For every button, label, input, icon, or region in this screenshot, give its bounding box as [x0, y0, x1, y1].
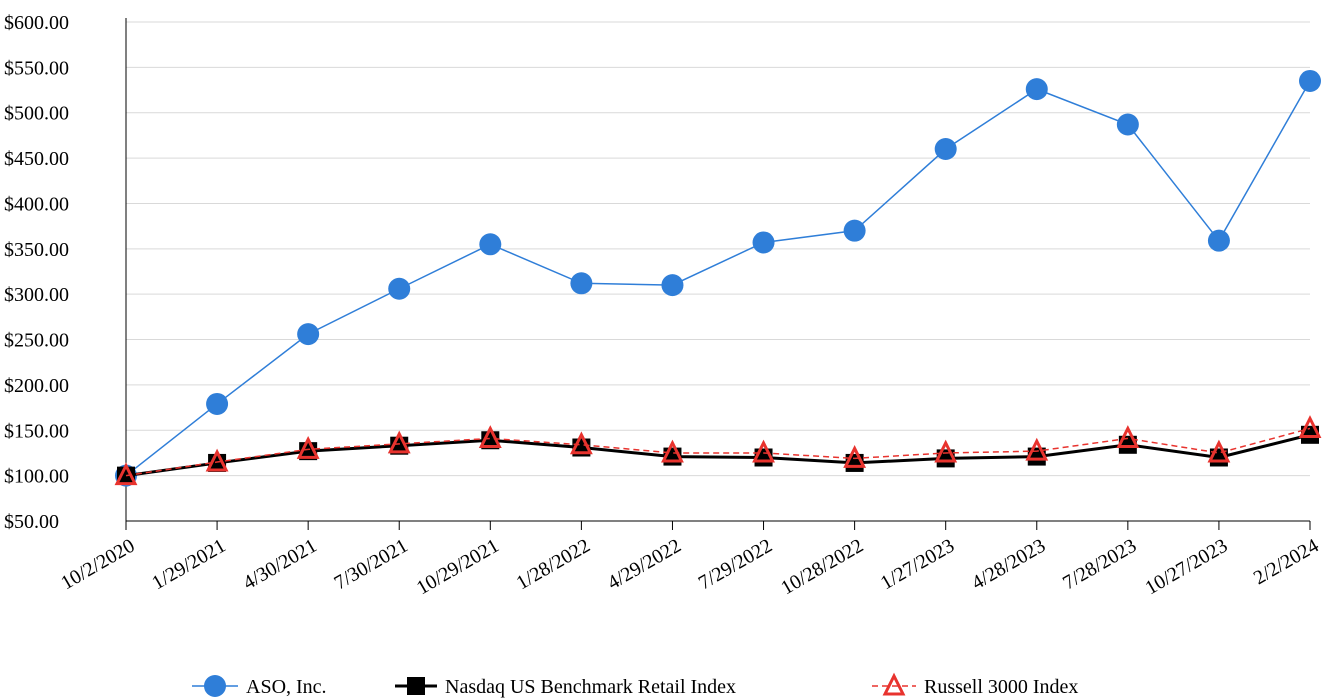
data-point: [478, 425, 502, 448]
series-0: [115, 69, 1321, 487]
data-point: [1207, 229, 1230, 252]
data-point: [661, 274, 684, 297]
data-point: [934, 439, 958, 463]
legend-marker: [407, 677, 425, 695]
x-tick-label: 2/2/2024: [1250, 535, 1323, 590]
data-point: [1298, 415, 1322, 438]
y-tick-label: $350.00: [4, 239, 69, 261]
x-tick-label: 10/28/2022: [777, 535, 867, 600]
x-axis: 10/2/2020 1/29/2021 4/30/2021 7/30/2021 10/2…: [57, 520, 1323, 600]
y-tick-label: $200.00: [4, 375, 69, 397]
data-point: [1207, 439, 1231, 463]
gridlines: [126, 21, 1310, 477]
y-tick-label: $500.00: [4, 103, 69, 125]
data-point: [934, 138, 957, 161]
y-tick-label: $50.00: [4, 511, 59, 533]
x-tick-label: 7/29/2022: [695, 535, 776, 595]
data-point: [1025, 437, 1049, 461]
data-point: [752, 439, 775, 463]
data-point: [114, 462, 138, 486]
legend-item-2: Russell 3000 Index: [872, 672, 1078, 698]
data-point: [297, 323, 320, 346]
data-point: [752, 231, 775, 254]
y-tick-label: $400.00: [4, 193, 69, 215]
x-tick-label: 10/2/2020: [57, 535, 138, 595]
legend-marker: [204, 675, 226, 697]
legend-item-0: ASO, Inc.: [192, 675, 327, 698]
y-tick-label: $450.00: [4, 148, 69, 170]
data-point: [206, 392, 229, 415]
legend-item-1: Nasdaq US Benchmark Retail Index: [395, 676, 736, 698]
data-point: [205, 448, 229, 472]
data-point: [1116, 113, 1139, 136]
data-point: [296, 435, 320, 459]
x-tick-label: 1/29/2021: [148, 535, 229, 595]
data-point: [569, 431, 593, 455]
data-point: [479, 233, 502, 256]
x-tick-label: 7/28/2023: [1059, 535, 1140, 595]
data-point: [843, 219, 866, 242]
series-2: [114, 415, 1322, 486]
series-line: [125, 427, 1311, 477]
series-line: [125, 80, 1311, 477]
data-point: [661, 439, 684, 463]
x-tick-label: 10/27/2023: [1142, 535, 1232, 600]
legend-label: ASO, Inc.: [246, 676, 327, 698]
series-line: [125, 433, 1311, 478]
data-point: [843, 445, 867, 468]
x-tick-label: 1/28/2022: [513, 535, 594, 595]
data-point: [1116, 425, 1140, 448]
legend-label: Russell 3000 Index: [924, 676, 1078, 698]
series-group: [114, 69, 1322, 487]
y-tick-label: $250.00: [4, 330, 69, 352]
y-tick-label: $150.00: [4, 420, 69, 442]
x-tick-label: 1/27/2023: [877, 535, 958, 595]
data-point: [1025, 78, 1048, 101]
y-tick-label: $600.00: [4, 12, 69, 34]
legend-marker: [882, 672, 906, 696]
x-tick-label: 4/30/2021: [239, 535, 320, 595]
x-tick-label: 10/29/2021: [413, 535, 503, 600]
y-tick-label: $300.00: [4, 284, 69, 306]
y-tick-label: $550.00: [4, 57, 69, 79]
x-tick-label: 4/29/2022: [604, 535, 685, 595]
data-point: [1299, 69, 1321, 92]
y-axis: $50.00 $100.00 $150.00 $200.00 $250.00 $300.0…: [4, 12, 127, 533]
x-tick-label: 7/30/2021: [330, 535, 411, 595]
data-point: [570, 272, 593, 295]
data-point: [388, 277, 411, 300]
y-tick-label: $100.00: [4, 466, 69, 488]
legend-label: Nasdaq US Benchmark Retail Index: [445, 676, 736, 698]
x-tick-label: 4/28/2023: [968, 535, 1049, 595]
data-point: [387, 430, 411, 454]
legend: ASO, Inc. Nasdaq US Benchmark Retail Inde…: [192, 672, 1078, 698]
